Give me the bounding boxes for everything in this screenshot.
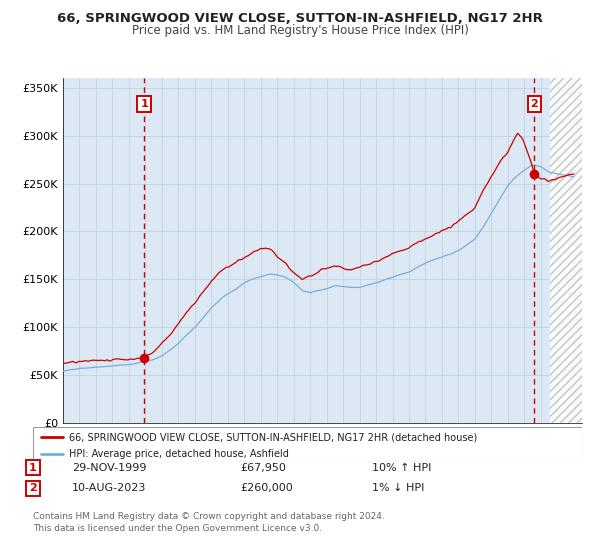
Text: Contains HM Land Registry data © Crown copyright and database right 2024.
This d: Contains HM Land Registry data © Crown c… [33, 512, 385, 533]
Text: £67,950: £67,950 [240, 463, 286, 473]
Text: 10% ↑ HPI: 10% ↑ HPI [372, 463, 431, 473]
Text: 2: 2 [530, 99, 538, 109]
Text: 1% ↓ HPI: 1% ↓ HPI [372, 483, 424, 493]
Text: 1: 1 [29, 463, 37, 473]
Text: HPI: Average price, detached house, Ashfield: HPI: Average price, detached house, Ashf… [68, 449, 289, 459]
Text: £260,000: £260,000 [240, 483, 293, 493]
Text: 2: 2 [29, 483, 37, 493]
Text: 1: 1 [140, 99, 148, 109]
Text: 66, SPRINGWOOD VIEW CLOSE, SUTTON-IN-ASHFIELD, NG17 2HR: 66, SPRINGWOOD VIEW CLOSE, SUTTON-IN-ASH… [57, 12, 543, 25]
Text: 29-NOV-1999: 29-NOV-1999 [72, 463, 146, 473]
Text: 10-AUG-2023: 10-AUG-2023 [72, 483, 146, 493]
Text: Price paid vs. HM Land Registry's House Price Index (HPI): Price paid vs. HM Land Registry's House … [131, 24, 469, 37]
Text: 66, SPRINGWOOD VIEW CLOSE, SUTTON-IN-ASHFIELD, NG17 2HR (detached house): 66, SPRINGWOOD VIEW CLOSE, SUTTON-IN-ASH… [68, 432, 477, 442]
